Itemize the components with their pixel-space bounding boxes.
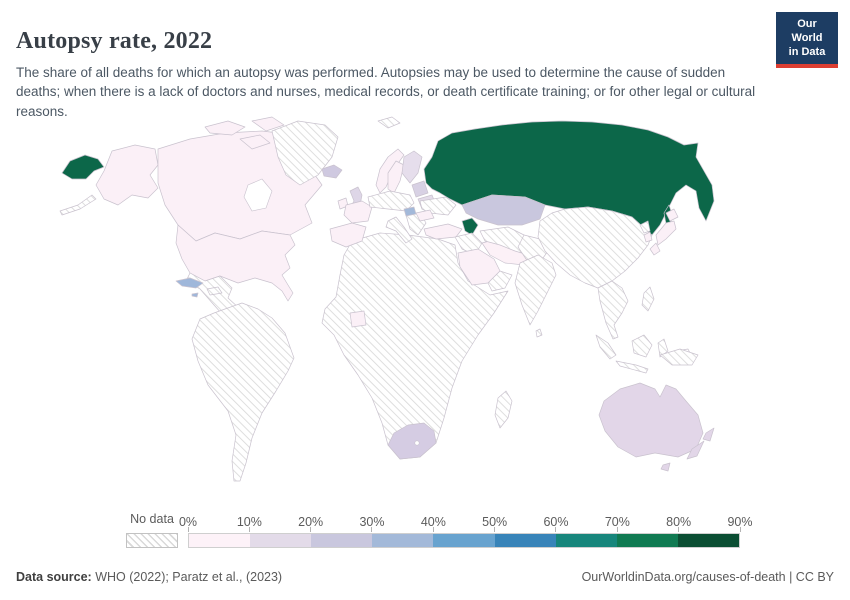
region-central-europe-no-data[interactable] [367,190,415,212]
legend-tick-label-50%: 50% [482,515,508,529]
choropleth-svg [59,116,715,482]
region-sulawesi-no-data[interactable] [657,338,669,358]
owid-logo-line1: Our World [791,18,823,44]
legend-tick-mark [555,527,557,532]
country-usa-alaska[interactable] [95,144,159,206]
legend-tick-label-60%: 60% [543,515,569,529]
legend-tick-mark [248,527,250,532]
legend-tick-mark [187,527,189,532]
country-jamaica[interactable] [191,292,199,298]
legend-tick-label-40%: 40% [420,515,446,529]
data-source-text: WHO (2022); Paratz et al., (2023) [91,570,283,584]
country-baltics[interactable] [411,180,429,198]
legend-tick-mark [494,527,496,532]
region-java-no-data[interactable] [615,360,649,374]
region-yemen-oman-no-data[interactable] [487,270,513,292]
country-hungary[interactable] [403,206,417,217]
owid-logo-line2: in Data [788,45,826,58]
country-madagascar-no-data[interactable] [494,390,513,429]
hudson-bay [243,178,273,212]
data-source-label: Data source: [16,570,92,584]
legend-tick-label-30%: 30% [359,515,385,529]
legend-bucket-40%-50%[interactable] [433,534,495,547]
legend-ticks: 0% 10% 20% 30% 40% 50% 60% 70% 80% 90% [179,512,753,529]
owid-logo[interactable]: Our World in Data [776,12,838,69]
country-france[interactable] [343,200,373,224]
country-greenland-no-data[interactable] [271,120,339,186]
country-japan-honshu[interactable] [655,220,677,246]
country-canada-arctic-1[interactable] [204,120,246,136]
country-georgia[interactable] [461,217,479,236]
legend-tick-mark [678,527,680,532]
chart-subtitle: The share of all deaths for which an aut… [16,64,756,120]
data-source-note: Data source: WHO (2022); Paratz et al., … [16,570,282,584]
country-cuba[interactable] [175,277,204,289]
country-iceland[interactable] [321,164,343,179]
region-sri-lanka-no-data[interactable] [535,328,543,338]
chart-footer: Data source: WHO (2022); Paratz et al., … [16,570,834,584]
legend-tick-mark [432,527,434,532]
legend-bucket-50%-60%[interactable] [494,534,556,547]
page-title: Autopsy rate, 2022 [16,28,213,55]
legend-bucket-0%-10%[interactable] [189,534,251,547]
region-india-no-data[interactable] [514,254,557,326]
region-philippines-no-data[interactable] [641,286,655,312]
legend-no-data-swatch[interactable] [126,533,178,548]
legend-tick-label-80%: 80% [666,515,692,529]
country-russia-chukotka[interactable] [61,154,105,180]
legend-tick-label-0%: 0% [178,515,198,529]
country-new-zealand-south[interactable] [686,440,705,460]
country-new-zealand-north[interactable] [702,427,715,442]
country-ivory-coast[interactable] [349,310,367,328]
legend-tick-label-70%: 70% [604,515,630,529]
country-iberia[interactable] [329,222,367,248]
owid-url-link[interactable]: OurWorldinData.org/causes-of-death | CC … [581,570,834,584]
legend-bucket-10%-20%[interactable] [250,534,312,547]
country-sweden[interactable] [387,160,405,194]
region-borneo-no-data[interactable] [631,334,653,358]
legend-tick-label-20%: 20% [298,515,324,529]
region-indochina-no-data[interactable] [597,280,629,340]
legend-tick-mark [310,527,312,532]
country-canada-arctic-3[interactable] [239,134,271,150]
region-aleutians[interactable] [59,194,97,216]
country-australia[interactable] [598,382,704,458]
region-svalbard-no-data[interactable] [377,116,401,129]
legend-bucket-80%-90%[interactable] [677,534,739,547]
legend-tick-mark [616,527,618,532]
country-japan-hokkaido[interactable] [665,208,679,222]
country-canada-arctic-2[interactable] [251,116,285,132]
legend-tick-mark [371,527,373,532]
country-romania[interactable] [415,209,435,222]
region-south-america-no-data[interactable] [191,302,295,482]
country-australia-tasmania[interactable] [660,462,671,472]
region-sumatra-no-data[interactable] [595,334,617,360]
country-kazakhstan[interactable] [461,194,546,226]
legend-bucket-70%-80%[interactable] [616,534,678,547]
legend-no-data-label: No data [130,512,174,526]
region-italy-no-data[interactable] [385,216,413,244]
region-hispaniola-no-data[interactable] [206,286,223,296]
region-north-korea-no-data[interactable] [639,220,651,234]
country-south-africa[interactable] [387,422,437,460]
legend-tick-mark [739,527,741,532]
legend-tick-label-10%: 10% [236,515,262,529]
map-legend: No data 0% 10% 20% 30% 40% 50% 60% 70% 80% 90% [126,512,753,548]
lesotho-outline [414,440,420,446]
legend-color-bar [188,533,740,548]
legend-no-data-group[interactable]: No data [126,512,178,548]
legend-bucket-60%-70%[interactable] [555,534,617,547]
legend-bucket-30%-40%[interactable] [372,534,434,547]
country-japan-kyushu[interactable] [649,242,661,256]
country-finland[interactable] [401,150,423,184]
legend-tick-label-90%: 90% [727,515,753,529]
country-south-korea[interactable] [643,231,653,243]
region-new-guinea-no-data[interactable] [659,348,699,366]
legend-bucket-20%-30%[interactable] [311,534,373,547]
world-map [0,113,850,505]
legend-color-scale: 0% 10% 20% 30% 40% 50% 60% 70% 80% 90% [179,512,753,548]
